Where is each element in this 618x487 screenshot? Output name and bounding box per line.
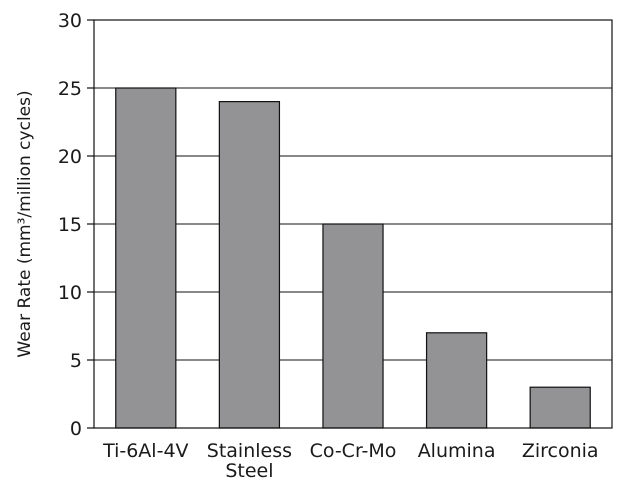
y-tick-label: 0 [70, 418, 82, 440]
x-tick-label: Alumina [418, 440, 496, 462]
x-tick-label-line: Alumina [418, 440, 496, 462]
bar-co-cr-mo [322, 223, 384, 429]
x-tick-label: Zirconia [522, 440, 599, 462]
y-axis-ticks: 0 5 10 15 20 25 30 [58, 10, 94, 440]
bar-stainless-steel [218, 100, 281, 429]
bar-zirconia [529, 386, 591, 429]
y-tick-label: 15 [58, 214, 82, 236]
y-tick-label: 20 [58, 146, 82, 168]
x-tick-label: Stainless Steel [207, 440, 292, 482]
x-tick-label: Co-Cr-Mo [310, 440, 397, 462]
x-tick-label-line: Steel [225, 460, 273, 482]
x-tick-label-line: Stainless [207, 440, 292, 462]
y-tick-label: 5 [70, 350, 82, 372]
x-tick-label-line: Zirconia [522, 440, 599, 462]
y-tick-label: 30 [58, 10, 82, 32]
x-tick-label: Ti-6Al-4V [102, 440, 188, 462]
x-tick-label-line: Co-Cr-Mo [310, 440, 397, 462]
x-tick-label-line: Ti-6Al-4V [102, 440, 188, 462]
y-axis-title: Wear Rate (mm³/million cycles) [15, 90, 35, 357]
x-axis-tick-labels: Ti-6Al-4V Stainless Steel Co-Cr-Mo Alumina Zi… [102, 440, 599, 482]
y-tick-label: 25 [58, 78, 82, 100]
bar-ti-6al-4v [115, 87, 177, 429]
bars [115, 87, 591, 429]
y-tick-label: 10 [58, 282, 82, 304]
bar-alumina [425, 332, 488, 429]
